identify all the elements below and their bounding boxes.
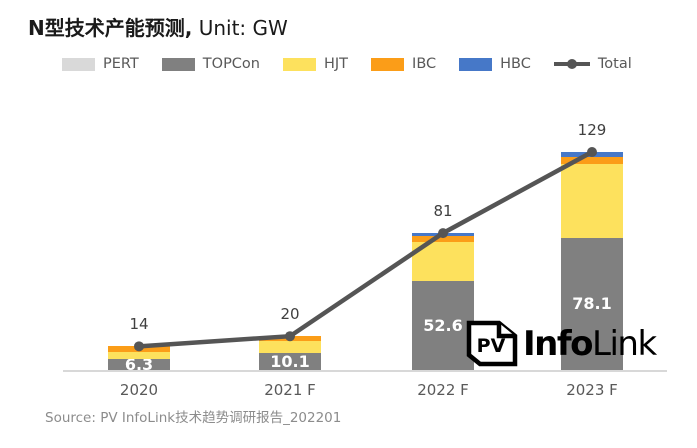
- hjt-swatch-icon: [283, 57, 316, 71]
- bar-2022F-hbc: [412, 233, 474, 237]
- legend-item-ibc: IBC: [371, 56, 436, 72]
- logo-text-info: Info: [523, 323, 594, 364]
- pv-infolink-logo-icon: PV: [466, 320, 518, 367]
- hbc-swatch-icon: [459, 57, 493, 71]
- bar-label-2021F: 10.1: [270, 351, 310, 371]
- total-label-2020: 14: [129, 315, 149, 334]
- legend-label-total: Total: [597, 56, 632, 72]
- legend-item-hbc: HBC: [459, 56, 531, 72]
- total-line-icon: [553, 59, 590, 69]
- bar-2020-hjt: [108, 352, 170, 360]
- bar-2022F-ibc: [412, 236, 474, 242]
- source-note: Source: PV InfoLink技术趋势调研报告_202201: [45, 410, 342, 426]
- bar-2023F-hjt: [561, 163, 623, 238]
- bar-2023F-hbc: [561, 151, 623, 158]
- legend-label-ibc: IBC: [412, 56, 437, 72]
- logo-pv-text: PV: [477, 335, 506, 357]
- legend-item-pert: PERT: [62, 56, 139, 72]
- x-axis-line: [63, 370, 667, 372]
- chart-title-main: N型技术产能预测,: [28, 16, 193, 40]
- bar-2020-ibc: [108, 346, 170, 353]
- bar-2021F-topcon: [259, 352, 321, 370]
- bar-2021F-ibc: [259, 336, 321, 342]
- total-label-2023F: 129: [577, 120, 607, 139]
- x-axis-label-2022F: 2022 F: [417, 381, 469, 399]
- legend-item-total: Total: [553, 56, 632, 72]
- logo-text-link: Link: [592, 323, 657, 364]
- legend-label-hbc: HBC: [500, 56, 531, 72]
- legend-label-topcon: TOPCon: [202, 56, 260, 72]
- bar-label-2020: 6.3: [124, 355, 154, 375]
- topcon-swatch-icon: [161, 57, 195, 71]
- bar-2021F-hjt: [259, 341, 321, 353]
- chart-title: N型技术产能预测, Unit: GW: [28, 12, 288, 41]
- pert-swatch-icon: [62, 57, 95, 71]
- x-axis-label-2023F: 2023 F: [566, 381, 618, 399]
- bar-2023F-ibc: [561, 157, 623, 164]
- chart-legend: PERT TOPCon HJT IBC HBC Total: [62, 56, 632, 72]
- legend-item-hjt: HJT: [283, 56, 348, 72]
- bar-label-2022F: 52.6: [423, 316, 463, 336]
- legend-item-topcon: TOPCon: [161, 56, 260, 72]
- bar-2022F-hjt: [412, 241, 474, 282]
- chart-title-unit: Unit: GW: [192, 16, 288, 40]
- total-dot-icon: [566, 59, 577, 69]
- legend-label-pert: PERT: [103, 56, 139, 72]
- legend-label-hjt: HJT: [324, 56, 349, 72]
- ibc-swatch-icon: [371, 57, 405, 71]
- pv-infolink-logo-text: InfoLink: [523, 323, 657, 364]
- total-label-2021F: 20: [280, 305, 300, 324]
- bar-2020-topcon: [108, 359, 170, 370]
- x-axis-label-2020: 2020: [119, 381, 159, 399]
- total-line-path: [138, 150, 594, 349]
- x-axis-label-2021F: 2021 F: [264, 381, 316, 399]
- pv-infolink-logo: PV InfoLink: [466, 320, 657, 367]
- total-label-2022F: 81: [433, 202, 453, 221]
